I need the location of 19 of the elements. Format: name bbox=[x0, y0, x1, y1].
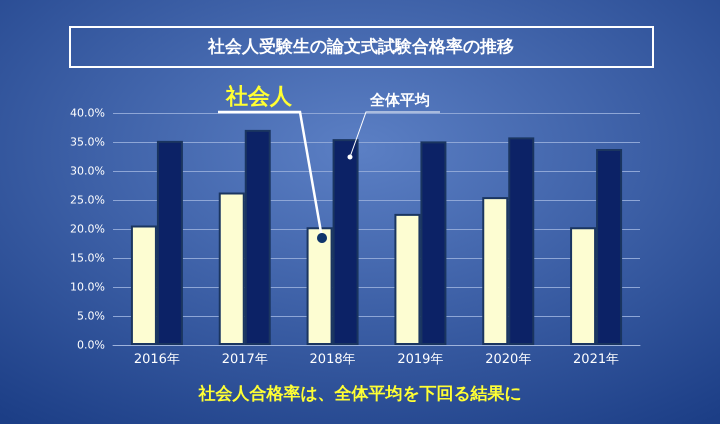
y-tick-label: 5.0% bbox=[77, 310, 105, 322]
x-tick-label: 2018年 bbox=[310, 352, 356, 367]
text: 社会人 bbox=[225, 84, 293, 110]
y-tick-label: 0.0% bbox=[77, 338, 105, 352]
y-tick-label: 30.0% bbox=[70, 164, 105, 178]
chart-title: 社会人受験生の論文式試験合格率の推移 bbox=[207, 37, 514, 57]
y-tick-label: 35.0% bbox=[70, 136, 105, 148]
y-tick-label: 15.0% bbox=[70, 252, 105, 264]
x-tick-label: 2020年 bbox=[485, 352, 532, 367]
x-tick-label: 2021年 bbox=[573, 352, 620, 367]
text: 全体平均 bbox=[369, 91, 430, 109]
x-tick-label: 2016年 bbox=[134, 352, 180, 367]
x-tick-label: 2017年 bbox=[222, 352, 268, 367]
y-tick-label: 10.0% bbox=[70, 280, 105, 294]
text: 社会人合格率は、全体平均を下回る結果に bbox=[198, 384, 522, 404]
y-tick-label: 20.0% bbox=[70, 222, 105, 236]
y-tick-label: 40.0% bbox=[70, 106, 105, 120]
y-tick-label: 25.0% bbox=[70, 194, 105, 206]
x-tick-label: 2019年 bbox=[397, 352, 444, 367]
